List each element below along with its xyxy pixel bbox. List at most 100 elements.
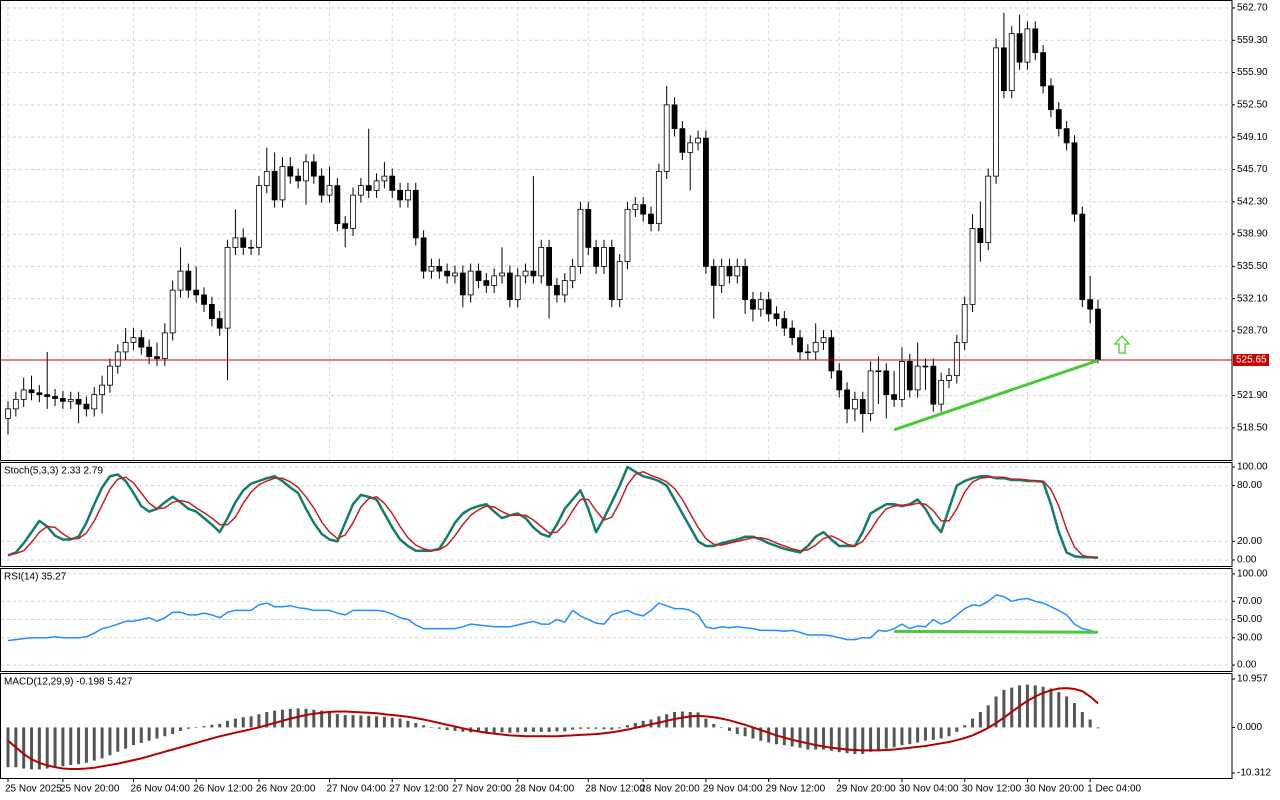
candle-body [303,161,309,182]
panel-frame [0,673,1233,779]
x-tick-label: 27 Nov 12:00 [389,784,449,795]
histogram-bar [680,711,684,728]
histogram-bar [45,727,49,769]
histogram-bar [594,727,598,729]
histogram-bar [939,727,943,739]
histogram-bar [720,727,724,728]
candle-body [75,398,82,405]
indicator-line [7,470,1099,559]
x-tick-label: 26 Nov 20:00 [256,784,316,795]
x-tick-label: 26 Nov 04:00 [130,784,190,795]
histogram-bar [343,715,347,728]
candle-body [397,189,403,201]
histogram-bar [194,727,198,728]
histogram-bar [147,727,151,741]
histogram-bar [77,727,81,765]
histogram-bar [492,727,496,733]
candle-body [436,265,443,272]
histogram-bar [367,715,371,728]
histogram-bar [1002,689,1006,728]
candle-body [1048,85,1054,111]
candle-body [342,223,349,229]
buy-arrow [1113,335,1131,354]
histogram-bar [328,711,332,728]
histogram-bar [633,723,637,728]
histogram-bar [767,727,771,743]
histogram-bar [1033,685,1037,728]
histogram-bar [869,727,873,752]
candle-body [365,185,372,191]
x-tick-label: 27 Nov 04:00 [327,784,387,795]
histogram-bar [547,727,551,732]
histogram-bar [69,727,73,766]
candle-body [452,272,458,277]
histogram-bar [202,726,206,728]
histogram-bar [61,727,65,767]
candle-body [350,194,356,229]
histogram-bar [422,725,426,728]
histogram-bar [186,727,190,729]
histogram-bar [861,727,865,754]
histogram-bar [445,727,449,731]
candle-body [169,289,176,334]
candle-body [107,365,113,386]
indicator-line [7,465,1099,560]
candle-body [248,246,254,249]
candle-body [859,398,866,415]
candle-body [985,175,992,244]
histogram-bar [892,727,896,748]
x-tick-label: 29 Nov 04:00 [703,784,763,795]
x-tick-label: 30 Nov 12:00 [962,784,1022,795]
histogram-bar [1096,727,1100,729]
histogram-bar [751,727,755,739]
histogram-bar [845,727,849,754]
histogram-bar [876,727,880,750]
candle-body [208,303,215,320]
histogram-bar [390,717,394,728]
histogram-bar [1072,703,1076,728]
histogram-bar [108,727,112,756]
histogram-bar [539,727,543,732]
histogram-bar [280,709,284,728]
histogram-bar [273,710,277,728]
candle-body [734,265,741,277]
candle-body [5,408,11,419]
candle-body [52,396,58,399]
candle-body [177,270,184,291]
candle-body [836,370,843,391]
histogram-bar [578,727,582,729]
candle-body [1087,299,1094,310]
histogram-bar [884,727,888,749]
candle-body [185,270,192,291]
x-tick-label: 27 Nov 20:00 [452,784,512,795]
y-tick-label: 562.70 [1237,3,1268,14]
candle-body [1079,213,1086,301]
candle-body [914,365,921,391]
histogram-bar [508,727,512,733]
candle-body [83,403,90,410]
histogram-bar [555,727,559,732]
y-tick-label: 80.00 [1237,480,1262,491]
candle-body [201,294,207,305]
histogram-bar [100,727,104,759]
candle-body [922,365,929,368]
histogram-bar [163,727,167,737]
histogram-bar [837,727,841,753]
candle-body [718,265,725,286]
candle-body [483,280,490,286]
histogram-bar [1010,687,1014,728]
candle-body [789,327,796,339]
histogram-bar [257,714,261,728]
y-tick-label: 0.000 [1237,722,1262,733]
histogram-bar [171,727,175,735]
candle-body [514,275,521,301]
x-tick-label: 1 Dec 04:00 [1087,784,1141,795]
candle-body [91,394,98,410]
x-tick-label: 29 Nov 12:00 [766,784,826,795]
histogram-bar [986,705,990,728]
candle-body [491,275,498,286]
candle-body [412,189,419,239]
histogram-bar [516,727,520,733]
candle-body [310,161,317,177]
